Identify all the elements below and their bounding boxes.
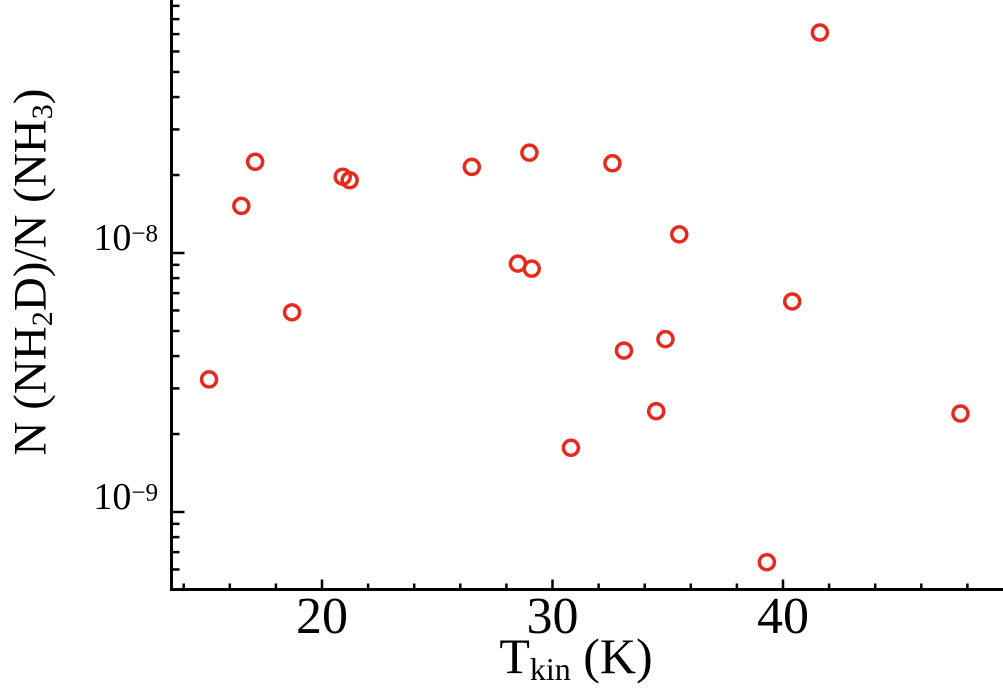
data-point-marker (340, 170, 359, 190)
data-point-marker (603, 154, 622, 173)
data-point-marker (646, 401, 666, 421)
y-tick-exponent: −9 (131, 479, 158, 507)
y-axis-title-part: N (NH (4, 326, 57, 456)
data-point-marker (810, 23, 830, 42)
data-point-marker (670, 225, 689, 244)
y-tick-exponent: −8 (131, 220, 158, 248)
data-point-marker (951, 404, 970, 423)
y-axis-title: N (NH2D)/N (NH3) (4, 88, 60, 456)
y-axis-tick-label-1e-8: 10−8 (0, 219, 158, 257)
y-axis-title-subscript: 2 (25, 311, 60, 327)
x-axis-tick-label-30: 30 (526, 588, 579, 645)
data-point-marker (614, 341, 634, 360)
x-axis-title-subscript: kin (529, 651, 571, 688)
x-axis-tick-label-40: 40 (757, 588, 809, 645)
x-axis-tick-label-20: 20 (296, 588, 348, 645)
y-axis-title-part: ) (4, 88, 57, 105)
y-tick-base: 10 (93, 217, 132, 259)
y-axis-title-subscript: 3 (25, 104, 60, 120)
data-point-marker (656, 329, 675, 349)
x-axis-title-main: T (499, 628, 530, 684)
data-point-marker (232, 196, 251, 216)
data-point-marker (561, 438, 581, 458)
y-axis-title-part: D)/N (NH (4, 119, 57, 312)
data-point-marker (282, 303, 302, 322)
y-axis-tick-label-1e-9: 10−9 (0, 478, 158, 516)
data-point-marker (520, 143, 539, 162)
y-tick-base: 10 (93, 476, 132, 518)
data-point-marker (462, 157, 482, 177)
data-point-marker (757, 552, 777, 572)
data-point-marker (522, 259, 542, 278)
x-axis-title-unit: (K) (570, 628, 653, 684)
data-point-marker (245, 152, 265, 172)
x-axis-title: Tkin (K) (499, 628, 653, 688)
data-point-marker (782, 292, 802, 311)
data-point-marker (199, 370, 219, 389)
